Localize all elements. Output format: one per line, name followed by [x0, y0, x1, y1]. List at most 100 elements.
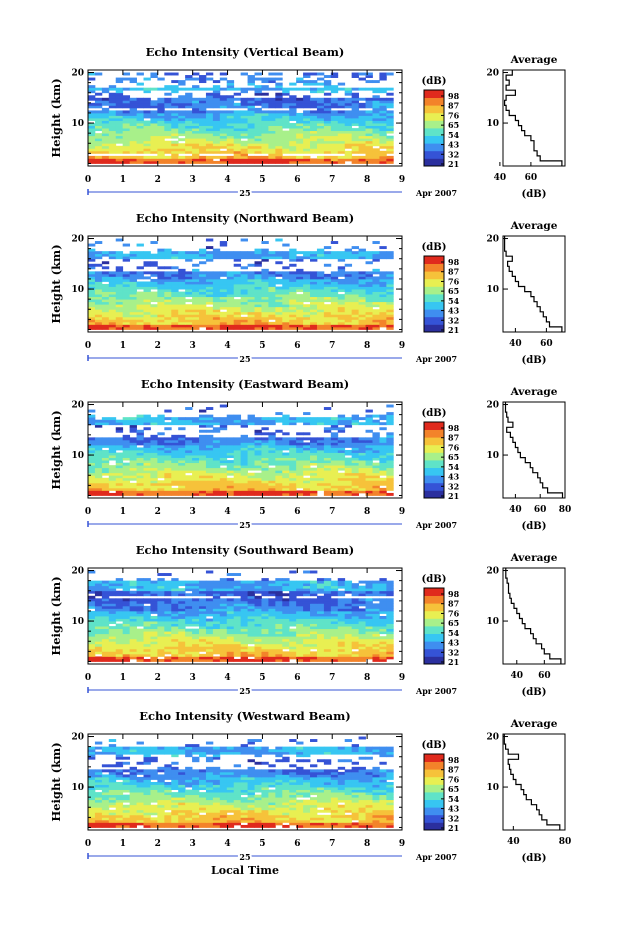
- heatmap-cell: [129, 115, 137, 119]
- heatmap-cell: [379, 87, 387, 91]
- heatmap-cell: [386, 470, 394, 474]
- heatmap-cell: [296, 80, 304, 84]
- heatmap-cell: [192, 286, 200, 290]
- heatmap-cell: [358, 294, 366, 298]
- heatmap-cell: [261, 648, 269, 652]
- heatmap-cell: [351, 598, 359, 602]
- heatmap-cell: [212, 626, 221, 630]
- heatmap-cell: [275, 467, 283, 471]
- heatmap-cell: [296, 432, 304, 436]
- heatmap-cell: [129, 160, 137, 164]
- heatmap-cell: [219, 477, 228, 481]
- heatmap-cell: [261, 286, 269, 290]
- heatmap-cell: [303, 150, 311, 154]
- heatmap-cell: [289, 450, 297, 453]
- heatmap-cell: [289, 128, 297, 132]
- heatmap-cell: [185, 324, 193, 328]
- heatmap-cell: [94, 470, 103, 474]
- heatmap-cell: [199, 284, 207, 287]
- heatmap-cell: [108, 128, 117, 132]
- heatmap-cell: [157, 256, 165, 260]
- heatmap-cell: [282, 309, 290, 313]
- heatmap-cell: [296, 326, 304, 330]
- heatmap-cell: [164, 633, 172, 637]
- heatmap-cell: [261, 316, 269, 320]
- heatmap-cell: [233, 321, 242, 325]
- heatmap-cell: [386, 110, 394, 114]
- heatmap-cell: [289, 603, 297, 607]
- heatmap-cell: [289, 477, 297, 481]
- heatmap-cell: [233, 110, 242, 114]
- heatmap-cell: [122, 311, 131, 315]
- heatmap-cell: [226, 278, 235, 282]
- heatmap-cell: [205, 246, 214, 250]
- heatmap-cell: [316, 306, 325, 310]
- heatmap-cell: [275, 145, 283, 149]
- heatmap-cell: [178, 450, 186, 453]
- heatmap-cell: [289, 112, 297, 116]
- heatmap-cell: [240, 143, 248, 147]
- heatmap-cell: [199, 87, 207, 91]
- heatmap-cell: [316, 160, 325, 164]
- heatmap-cell: [296, 653, 304, 657]
- heatmap-cell: [108, 284, 117, 287]
- heatmap-cell: [122, 482, 131, 486]
- heatmap-cell: [316, 656, 325, 660]
- heatmap-cell: [157, 158, 165, 162]
- heatmap-cell: [282, 143, 290, 147]
- heatmap-cell: [254, 110, 262, 114]
- heatmap-cell: [316, 90, 325, 94]
- heatmap-cell: [337, 158, 346, 162]
- heatmap-cell: [275, 475, 283, 479]
- heatmap-cell: [365, 100, 373, 104]
- heatmap-cell: [275, 143, 283, 147]
- heatmap-cell: [178, 306, 186, 310]
- heatmap-cell: [337, 281, 346, 285]
- heatmap-cell: [88, 130, 96, 134]
- heatmap-cell: [171, 153, 179, 157]
- heatmap-cell: [358, 286, 366, 290]
- heatmap-cell: [101, 266, 110, 270]
- heatmap-cell: [365, 648, 373, 652]
- panel-4: Echo Intensity (Southward Beam)0 1 2 3 4 5 6 7 8…: [49, 543, 566, 698]
- heatmap-cell: [282, 271, 290, 275]
- heatmap-cell: [157, 278, 165, 282]
- heatmap-cell: [226, 95, 235, 99]
- heatmap-cell: [351, 636, 359, 640]
- heatmap-cell: [164, 465, 172, 469]
- heatmap-cell: [303, 309, 311, 313]
- heatmap-cell: [150, 72, 158, 76]
- heatmap-cell: [240, 457, 248, 461]
- heatmap-cell: [282, 306, 290, 310]
- heatmap-cell: [386, 465, 394, 469]
- heatmap-cell: [185, 646, 193, 650]
- heatmap-cell: [199, 460, 207, 464]
- heatmap-cell: [351, 621, 359, 624]
- heatmap-cell: [178, 148, 186, 152]
- heatmap-cell: [386, 605, 394, 609]
- x-tick-label: 2: [155, 175, 161, 185]
- heatmap-cell: [316, 613, 325, 617]
- heatmap-cell: [386, 623, 394, 627]
- heatmap-cell: [289, 273, 297, 277]
- heatmap-cell: [226, 324, 235, 328]
- heatmap-cell: [310, 608, 318, 612]
- heatmap-cell: [303, 656, 311, 660]
- heatmap-cell: [129, 97, 137, 101]
- heatmap-cell: [358, 633, 366, 637]
- heatmap-cell: [365, 133, 373, 137]
- heatmap-cell: [143, 316, 151, 320]
- heatmap-cell: [296, 133, 304, 137]
- heatmap-cell: [129, 427, 137, 431]
- heatmap-cell: [240, 623, 248, 627]
- heatmap-cell: [310, 309, 318, 313]
- heatmap-cell: [178, 271, 186, 275]
- heatmap-cell: [247, 417, 255, 421]
- heatmap-cell: [310, 653, 318, 657]
- colorbar-swatch: [424, 301, 444, 310]
- heatmap-cell: [296, 123, 304, 126]
- heatmap-cell: [303, 128, 311, 132]
- heatmap-cell: [164, 120, 172, 124]
- heatmap-cell: [115, 455, 124, 458]
- heatmap-cell: [240, 480, 248, 484]
